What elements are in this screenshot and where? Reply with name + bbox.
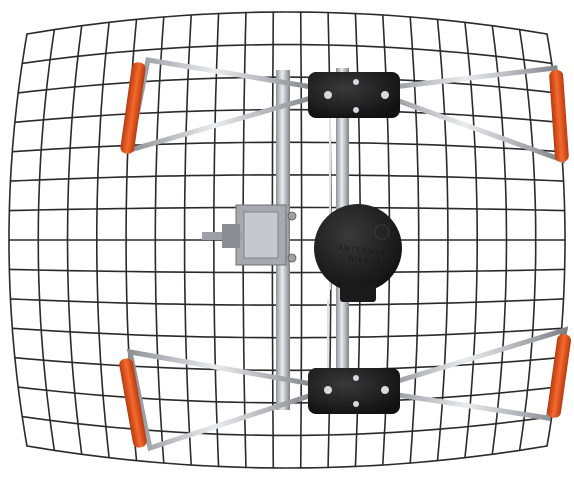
lower-housing <box>308 368 400 414</box>
grid-wire-horizontal <box>26 445 548 469</box>
upper-housing <box>308 72 400 118</box>
upper-end-caps <box>120 62 569 162</box>
grid-wire-horizontal <box>21 415 553 437</box>
grid-wire-horizontal <box>26 11 548 35</box>
balun-housing: ANTENNAS DIRECT <box>314 204 402 302</box>
grid-wire-horizontal <box>21 43 553 65</box>
mast-clamp <box>202 204 297 266</box>
lower-end-caps <box>119 334 572 448</box>
